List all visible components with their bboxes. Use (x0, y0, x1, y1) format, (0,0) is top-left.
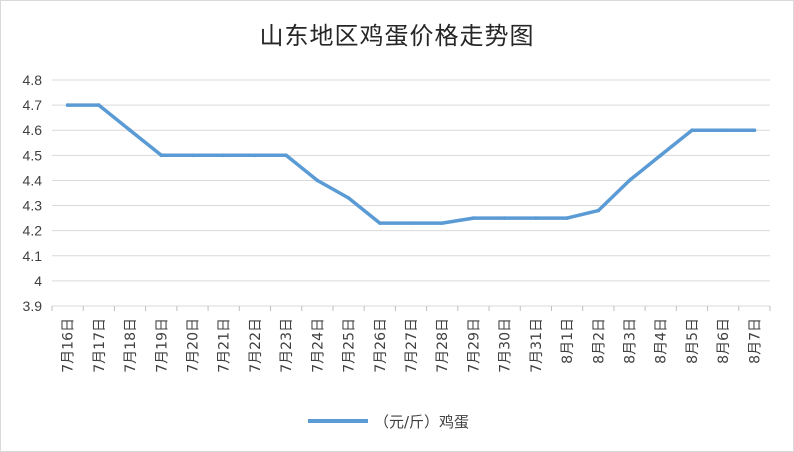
x-tick-label: 8月5日 (685, 318, 701, 364)
data-point (315, 178, 320, 183)
legend-label: （元/斤）鸡蛋 (374, 412, 470, 431)
x-tick-label: 7月27日 (404, 318, 420, 373)
y-tick-label: 4.7 (23, 97, 43, 113)
data-point (190, 153, 195, 158)
data-point (565, 216, 569, 220)
data-point (253, 153, 257, 158)
data-point (721, 128, 725, 133)
chart-title: 山东地区鸡蛋价格走势图 (259, 22, 535, 50)
y-tick-label: 4 (34, 273, 42, 289)
x-tick-label: 7月28日 (435, 318, 451, 373)
y-tick-label: 4.3 (23, 198, 43, 214)
data-point (377, 221, 382, 225)
data-point (97, 103, 101, 107)
data-point (596, 208, 601, 213)
data-point (221, 153, 226, 158)
legend: （元/斤）鸡蛋 (308, 410, 469, 432)
x-tick-label: 7月20日 (185, 318, 201, 373)
x-tick-label: 7月19日 (154, 318, 170, 373)
data-point (159, 153, 164, 158)
x-tick-label: 8月4日 (654, 318, 670, 364)
gridlines (52, 79, 770, 307)
data-point (752, 128, 757, 133)
data-point (65, 103, 70, 107)
data-point (284, 153, 288, 158)
data-point (128, 128, 132, 133)
series-group (65, 103, 757, 225)
x-axis-ticks: 7月16日 7月17日 7月18日 7月19日 7月20日 7月21日 7月22日 7月23日… (51, 306, 771, 373)
x-tick-label: 7月24日 (310, 318, 326, 373)
legend-swatch (308, 419, 368, 423)
data-point (534, 216, 538, 220)
y-tick-label: 4.1 (23, 248, 43, 264)
y-axis-ticks: 3.9 4 4.1 4.2 4.3 4.4 4.5 4.6 4.7 4.8 (23, 72, 43, 314)
data-point (440, 221, 445, 225)
x-tick-label: 7月29日 (466, 318, 482, 373)
x-tick-label: 7月22日 (248, 318, 264, 373)
x-tick-label: 7月21日 (217, 318, 233, 373)
x-tick-label: 7月18日 (123, 318, 139, 373)
data-point (627, 178, 632, 183)
x-tick-label: 7月31日 (529, 318, 545, 373)
y-tick-label: 4.2 (23, 223, 43, 239)
y-tick-label: 4.8 (23, 72, 43, 88)
data-point (690, 128, 694, 133)
x-tick-label: 8月2日 (591, 318, 607, 364)
x-tick-label: 7月25日 (342, 318, 358, 373)
x-tick-label: 7月16日 (61, 318, 77, 373)
y-tick-label: 4.4 (23, 172, 43, 188)
data-point (658, 153, 663, 158)
y-tick-label: 4.5 (23, 147, 43, 163)
x-tick-label: 8月6日 (716, 318, 732, 364)
x-tick-label: 8月3日 (623, 318, 639, 364)
x-tick-label: 8月1日 (560, 318, 576, 364)
data-point (502, 216, 507, 220)
x-tick-label: 7月30日 (498, 318, 514, 373)
data-point (346, 196, 351, 200)
x-tick-label: 8月7日 (747, 318, 763, 364)
y-tick-label: 4.6 (23, 122, 43, 138)
x-tick-label: 7月26日 (373, 318, 389, 373)
x-tick-label: 7月23日 (279, 318, 295, 373)
y-tick-label: 3.9 (23, 298, 43, 314)
data-point (471, 216, 476, 220)
data-point (409, 221, 413, 225)
x-tick-label: 7月17日 (92, 318, 108, 373)
